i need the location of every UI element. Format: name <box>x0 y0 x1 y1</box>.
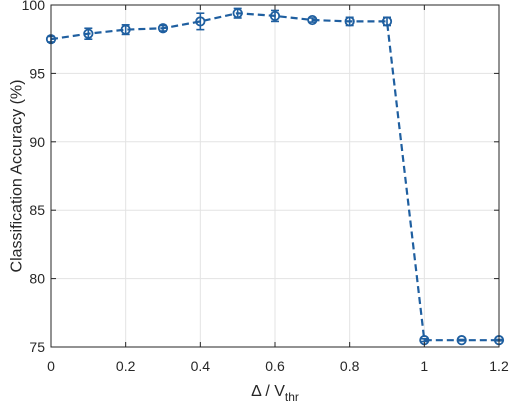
y-tick-label: 80 <box>29 271 45 287</box>
data-point <box>307 14 318 26</box>
data-point <box>195 16 206 27</box>
y-tick-label: 85 <box>29 202 45 218</box>
x-tick-label: 0.2 <box>116 358 136 374</box>
y-tick-label: 90 <box>29 134 45 150</box>
y-tick-label: 75 <box>29 339 45 355</box>
data-point <box>232 8 243 19</box>
data-point <box>269 10 281 22</box>
x-axis-label-subscript: thr <box>285 390 299 404</box>
data-point <box>456 335 467 346</box>
x-tick-label: 0.4 <box>191 358 211 374</box>
x-tick-label: 0.6 <box>265 358 285 374</box>
x-axis-label: Δ / Vthr <box>251 383 299 404</box>
data-point <box>157 23 169 34</box>
x-tick-label: 0.8 <box>340 358 360 374</box>
x-tick-label: 1.2 <box>489 358 509 374</box>
grid-lines <box>50 4 500 348</box>
x-tick-label: 1 <box>420 358 428 374</box>
y-tick-label: 95 <box>29 65 45 81</box>
data-point <box>344 16 355 27</box>
y-axis-label: Classification Accuracy (%) <box>9 80 26 273</box>
axis-ticks: 0 0.2 0.4 0.6 0.8 1 1.2 75 80 85 90 95 100 <box>22 0 509 374</box>
data-point <box>120 24 131 35</box>
x-axis-label-main: Δ / V <box>251 383 285 400</box>
x-tick-label: 0 <box>47 358 55 374</box>
data-point <box>83 28 94 39</box>
data-point <box>381 16 393 27</box>
y-tick-label: 100 <box>22 0 46 13</box>
